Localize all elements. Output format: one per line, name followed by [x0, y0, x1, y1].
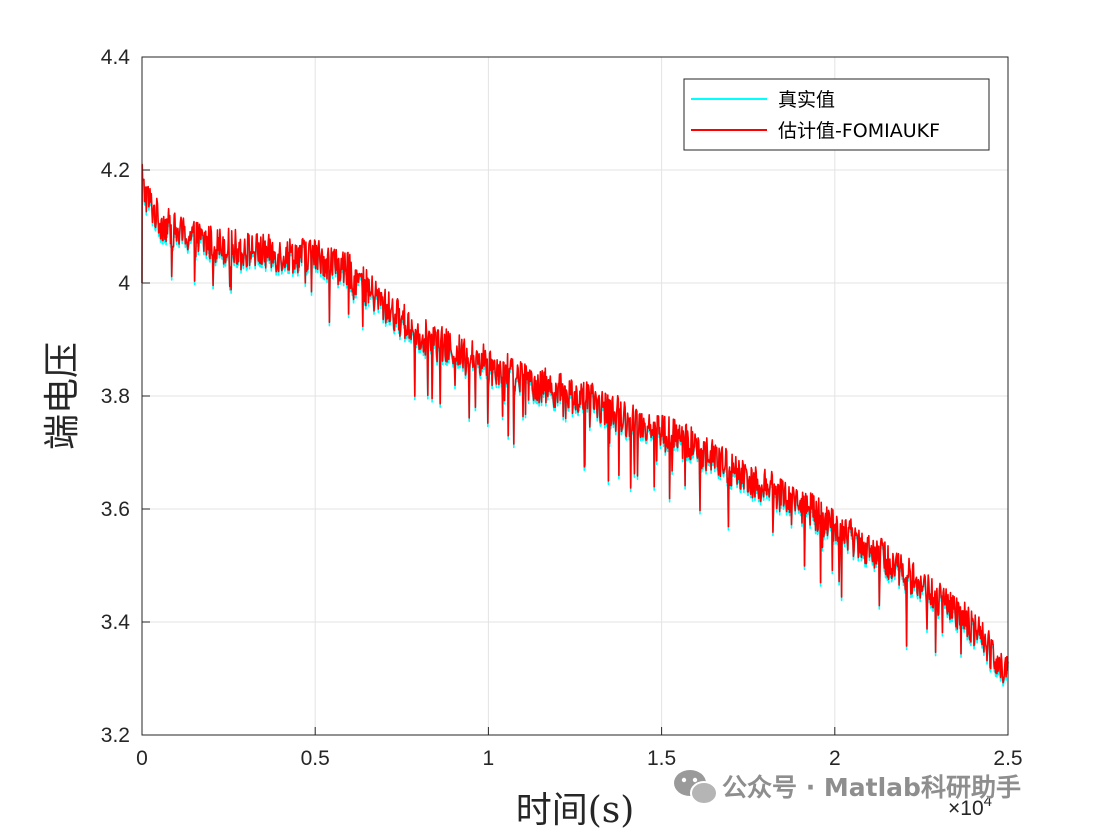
y-axis-ticks: 3.2 3.4 3.6 3.8 4 4.2 4.4: [101, 46, 150, 747]
x-exponent-base: ×10: [948, 797, 984, 820]
x-exponent-label: ×104: [948, 793, 992, 820]
y-tick-label: 3.8: [101, 385, 130, 408]
x-exponent-power: 4: [984, 793, 992, 810]
y-tick-label: 3.2: [101, 724, 130, 747]
watermark-text: 公众号 · Matlab科研助手: [722, 773, 1021, 802]
series-line-estimate: [141, 163, 1009, 684]
y-tick-label: 4.2: [101, 159, 130, 182]
legend-box: [683, 78, 990, 151]
legend-label-estimate: 估计值-FOMIAUKF: [778, 120, 940, 142]
legend: 真实值 估计值-FOMIAUKF: [683, 78, 990, 151]
y-tick-label: 4: [118, 272, 130, 295]
y-tick-label: 3.6: [101, 498, 130, 521]
x-tick-label: 1: [483, 747, 495, 770]
x-tick-label: 1.5: [647, 747, 676, 770]
y-tick-label: 4.4: [101, 46, 131, 69]
x-tick-label: 0: [136, 747, 148, 770]
x-tick-label: 2: [829, 747, 841, 770]
y-tick-label: 3.4: [101, 611, 131, 634]
x-axis-label: 时间(s): [516, 790, 635, 831]
legend-label-true-value: 真实值: [778, 89, 835, 111]
watermark: 公众号 · Matlab科研助手: [674, 770, 1021, 805]
wechat-icon: [674, 770, 718, 805]
x-tick-label: 2.5: [993, 747, 1022, 770]
x-axis-ticks: 0 0.5 1 1.5 2 2.5: [136, 727, 1023, 770]
series-layer: [141, 163, 1009, 687]
y-axis-label: 端电压: [42, 342, 83, 450]
x-tick-label: 0.5: [301, 747, 330, 770]
